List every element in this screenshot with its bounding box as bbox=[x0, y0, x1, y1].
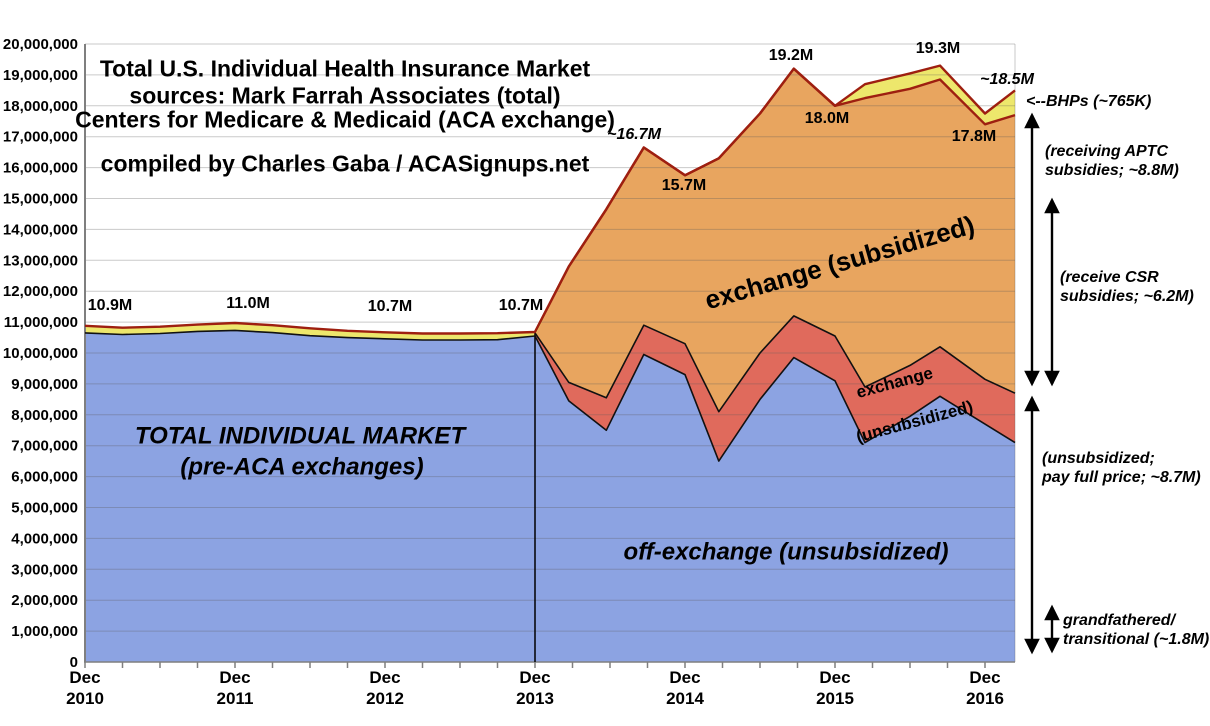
x-axis-tick-label-month: Dec bbox=[519, 668, 550, 687]
x-axis-tick-label-month: Dec bbox=[819, 668, 850, 687]
series-area-label: (pre-ACA exchanges) bbox=[180, 453, 423, 480]
chart-title: Total U.S. Individual Health Insurance M… bbox=[99, 55, 591, 82]
data-point-label: 17.8M bbox=[952, 128, 996, 145]
y-axis-tick-label: 4,000,000 bbox=[11, 530, 78, 547]
data-point-label: 10.9M bbox=[88, 297, 132, 314]
y-axis-tick-label: 2,000,000 bbox=[11, 592, 78, 609]
right-annotation-line: pay full price; ~8.7M) bbox=[1041, 469, 1201, 486]
y-axis-tick-label: 7,000,000 bbox=[11, 438, 78, 455]
x-axis-tick-label-year: 2010 bbox=[66, 689, 104, 708]
y-axis-tick-label: 10,000,000 bbox=[3, 345, 78, 362]
x-axis-tick-label-year: 2014 bbox=[666, 689, 704, 708]
y-axis-tick-label: 8,000,000 bbox=[11, 407, 78, 424]
right-annotation-line: transitional (~1.8M) bbox=[1063, 631, 1209, 648]
x-axis-tick-label-month: Dec bbox=[969, 668, 1000, 687]
x-axis-tick-label-year: 2013 bbox=[516, 689, 554, 708]
area-off-exchange bbox=[85, 330, 1015, 662]
total-market-top-line bbox=[84, 64, 1016, 335]
x-axis-tick-label-year: 2012 bbox=[366, 689, 404, 708]
chart-source-line-1: sources: Mark Farrah Associates (total) bbox=[129, 82, 561, 109]
chart-credit: compiled by Charles Gaba / ACASignups.ne… bbox=[100, 150, 590, 177]
area-exchange-subsidized bbox=[535, 68, 1015, 412]
x-axis-tick-label-year: 2015 bbox=[816, 689, 854, 708]
right-annotation-line: grandfathered/ bbox=[1062, 612, 1177, 629]
axes bbox=[84, 44, 1015, 668]
y-axis-tick-label: 18,000,000 bbox=[3, 98, 78, 115]
right-annotation-line: subsidies; ~6.2M) bbox=[1060, 288, 1194, 305]
annotation-arrows bbox=[1024, 112, 1060, 655]
y-axis-tick-label: 20,000,000 bbox=[3, 36, 78, 53]
x-axis-tick-label-year: 2016 bbox=[966, 689, 1004, 708]
right-annotation-line: <--BHPs (~765K) bbox=[1026, 93, 1151, 110]
x-axis-tick-label-month: Dec bbox=[369, 668, 400, 687]
y-axis-tick-label: 9,000,000 bbox=[11, 376, 78, 393]
data-point-label: 15.7M bbox=[662, 177, 706, 194]
right-annotation-line: subsidies; ~8.8M) bbox=[1045, 162, 1179, 179]
series-borders bbox=[84, 64, 1016, 462]
y-axis-tick-label: 15,000,000 bbox=[3, 191, 78, 208]
y-axis-tick-label: 19,000,000 bbox=[3, 67, 78, 84]
x-axis-tick-label-month: Dec bbox=[69, 668, 100, 687]
y-axis-tick-label: 6,000,000 bbox=[11, 469, 78, 486]
y-axis-tick-label: 17,000,000 bbox=[3, 129, 78, 146]
y-axis-tick-label: 5,000,000 bbox=[11, 500, 78, 517]
gridlines bbox=[85, 43, 1016, 662]
y-axis-tick-label: 13,000,000 bbox=[3, 252, 78, 269]
y-axis-tick-label: 12,000,000 bbox=[3, 283, 78, 300]
y-axis-tick-label: 0 bbox=[70, 654, 78, 671]
data-point-label: 19.3M bbox=[916, 40, 960, 57]
y-axis-tick-label: 3,000,000 bbox=[11, 561, 78, 578]
data-point-label: 19.2M bbox=[769, 47, 813, 64]
y-axis-tick-label: 14,000,000 bbox=[3, 221, 78, 238]
data-point-label: 11.0M bbox=[226, 295, 270, 312]
right-annotation-line: (unsubsidized; bbox=[1042, 450, 1155, 467]
right-annotation-line: (receive CSR bbox=[1060, 269, 1159, 286]
x-axis-tick-label-month: Dec bbox=[219, 668, 250, 687]
exchange-unsub-top-line bbox=[534, 315, 1016, 413]
data-point-label: ~16.7M bbox=[607, 126, 661, 143]
x-axis-tick-label-year: 2011 bbox=[217, 689, 254, 708]
right-annotation-line: (receiving APTC bbox=[1045, 143, 1168, 160]
data-point-label: 10.7M bbox=[499, 297, 543, 314]
chart-source-line-2: Centers for Medicare & Medicaid (ACA exc… bbox=[75, 106, 615, 133]
data-point-label: 18.0M bbox=[805, 110, 849, 127]
off-exchange-top-line bbox=[84, 329, 1016, 462]
data-point-label: ~18.5M bbox=[980, 71, 1034, 88]
y-axis-tick-label: 11,000,000 bbox=[4, 314, 78, 331]
y-axis-tick-label: 16,000,000 bbox=[3, 160, 78, 177]
y-axis-tick-label: 1,000,000 bbox=[11, 623, 78, 640]
data-point-label: 10.7M bbox=[368, 298, 412, 315]
series-area-label: off-exchange (unsubsidized) bbox=[624, 538, 949, 565]
x-axis-tick-label-month: Dec bbox=[669, 668, 700, 687]
series-area-label: TOTAL INDIVIDUAL MARKET bbox=[135, 422, 468, 449]
